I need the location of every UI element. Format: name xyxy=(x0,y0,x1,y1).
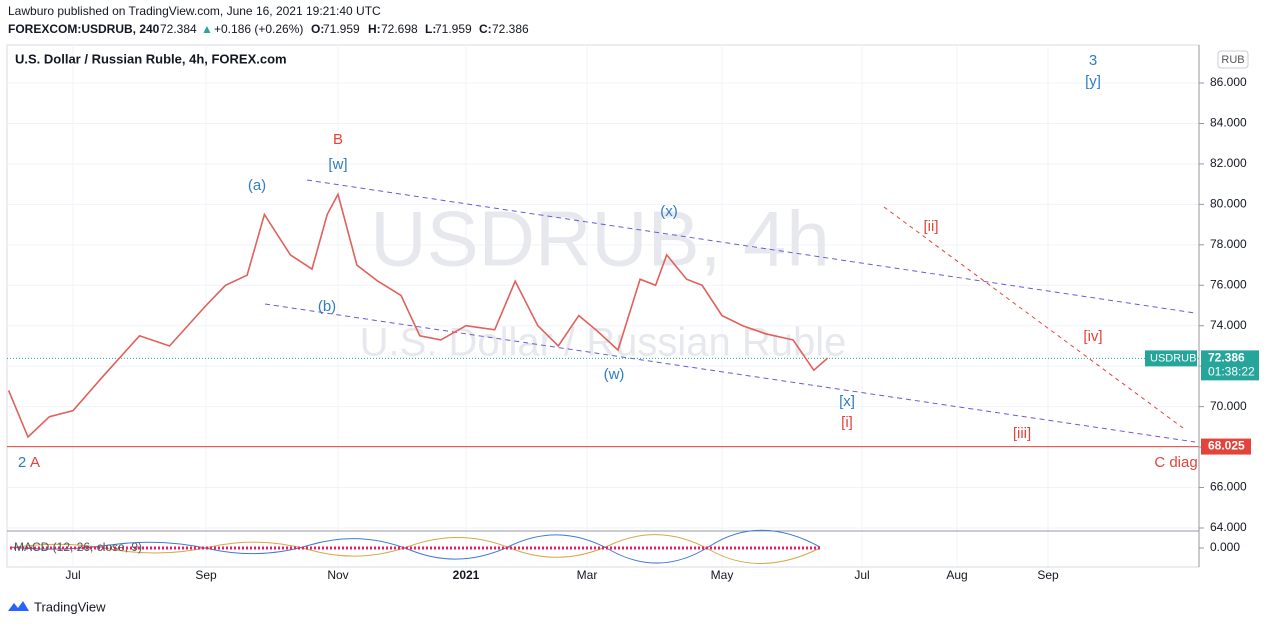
y-tick-label: 64.000 xyxy=(1210,520,1247,534)
open: 71.959 xyxy=(323,22,360,36)
y-tick-label: 66.000 xyxy=(1210,480,1247,494)
price-badge xyxy=(1201,350,1259,381)
close-label: C: xyxy=(479,22,492,36)
plot xyxy=(7,192,1199,448)
trendline xyxy=(306,179,1196,314)
countdown: 01:38:22 xyxy=(1208,365,1255,379)
trendline xyxy=(883,206,1184,429)
y-tick-label: 76.000 xyxy=(1210,277,1247,291)
y-tick-label: 86.000 xyxy=(1210,75,1247,89)
annotation: (b) xyxy=(318,298,336,315)
x-tick-label: Jul xyxy=(854,568,869,582)
high-label: H: xyxy=(368,22,381,36)
annotation: [i] xyxy=(841,414,853,431)
close: 72.386 xyxy=(492,22,529,36)
symbol-badge xyxy=(1145,350,1197,367)
high: 72.698 xyxy=(381,22,418,36)
change: +0.186 (+0.26%) xyxy=(214,22,303,36)
arrow: ▲ xyxy=(201,22,213,36)
trendline xyxy=(264,303,1196,443)
x-tick-label: Mar xyxy=(577,568,598,582)
y-tick-label: 82.000 xyxy=(1210,156,1247,170)
y-tick-label: 80.000 xyxy=(1210,197,1247,211)
annotation: [ii] xyxy=(924,218,939,235)
currency-box xyxy=(1217,50,1249,69)
annotation: [x] xyxy=(839,393,855,410)
y-tick-label: 0.000 xyxy=(1210,540,1240,554)
annotation: (a) xyxy=(248,177,266,194)
brand: TradingView xyxy=(34,599,106,614)
grid xyxy=(7,45,1199,567)
last: 72.384 xyxy=(160,22,197,36)
chart-title: U.S. Dollar / Russian Ruble, 4h, FOREX.c… xyxy=(15,51,287,66)
macd-signal xyxy=(9,534,821,564)
level-badge xyxy=(1201,438,1251,455)
low: 71.959 xyxy=(435,22,472,36)
macd-line xyxy=(9,529,821,564)
y-tick-label: 74.000 xyxy=(1210,318,1247,332)
open-label: O: xyxy=(311,22,324,36)
level-label: 68.025 xyxy=(1208,439,1245,453)
annotation: 3 xyxy=(1089,52,1097,69)
x-tick-label: Sep xyxy=(195,568,217,582)
x-tick-label: Jul xyxy=(65,568,80,582)
annotation: [iv] xyxy=(1083,328,1102,345)
annotation: 2 xyxy=(18,454,26,471)
annotation: [y] xyxy=(1085,73,1101,90)
annotation: [w] xyxy=(328,156,347,173)
symbol: FOREXCOM:USDRUB, 240 xyxy=(8,22,160,36)
price-label: 72.386 xyxy=(1208,351,1245,365)
x-tick-label: 2021 xyxy=(453,568,480,582)
price-line xyxy=(7,192,829,439)
annotation: A xyxy=(30,454,40,471)
y-tick-label: 78.000 xyxy=(1210,237,1247,251)
x-tick-label: May xyxy=(711,568,734,582)
watermark: USDRUB, 4h xyxy=(370,195,829,283)
x-tick-label: Aug xyxy=(946,568,967,582)
annotation: (x) xyxy=(660,203,678,220)
annotation: (w) xyxy=(604,366,625,383)
logo xyxy=(8,601,29,611)
x-tick-label: Sep xyxy=(1037,568,1059,582)
annotation: C diag xyxy=(1154,454,1197,471)
x-tick-label: Nov xyxy=(327,568,348,582)
publisher: Lawburo published on TradingView.com, Ju… xyxy=(8,4,381,18)
y-tick-label: 70.000 xyxy=(1210,399,1247,413)
low-label: L: xyxy=(425,22,436,36)
indicator-label: MACD (12, 26, close, 9) xyxy=(14,540,142,554)
watermark-sub: U.S. Dollar / Russian Ruble xyxy=(360,321,847,365)
currency: RUB xyxy=(1221,54,1244,66)
y-tick-label: 84.000 xyxy=(1210,116,1247,130)
annotation: B xyxy=(333,131,343,148)
symbol-badge-label: USDRUB xyxy=(1150,352,1196,364)
annotation: [iii] xyxy=(1013,425,1031,442)
